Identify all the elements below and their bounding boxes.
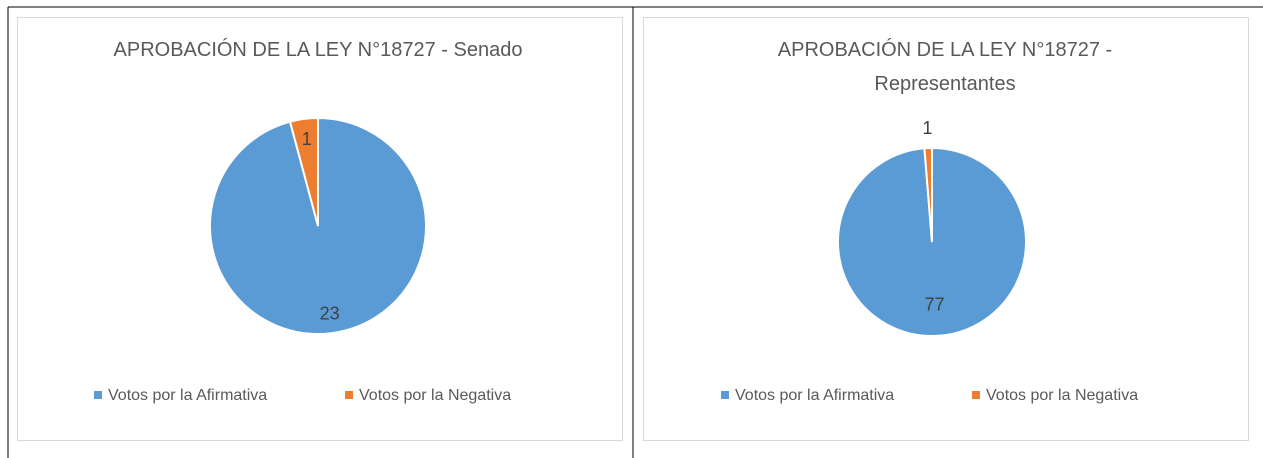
data-label: 77 — [925, 295, 945, 315]
chart-frame — [643, 17, 1249, 441]
legend-swatch — [345, 391, 353, 399]
chart-title: APROBACIÓN DE LA LEY N°18727 - Senado — [113, 39, 523, 61]
legend-label: Votos por la Afirmativa — [735, 387, 894, 404]
data-label: 23 — [320, 304, 340, 324]
legend-label: Votos por la Negativa — [986, 387, 1138, 404]
legend-swatch — [721, 391, 729, 399]
pie-slice — [288, 116, 319, 227]
data-label: 1 — [302, 129, 312, 149]
legend-swatch — [94, 391, 102, 399]
legend-swatch — [972, 391, 980, 399]
legend-label: Votos por la Afirmativa — [108, 387, 267, 404]
chart-title: APROBACIÓN DE LA LEY N°18727 - Represent… — [777, 39, 1113, 95]
data-label: 1 — [922, 118, 932, 138]
legend-label: Votos por la Negativa — [359, 387, 511, 404]
pie-slice — [923, 146, 933, 243]
chart-frame — [17, 17, 623, 441]
